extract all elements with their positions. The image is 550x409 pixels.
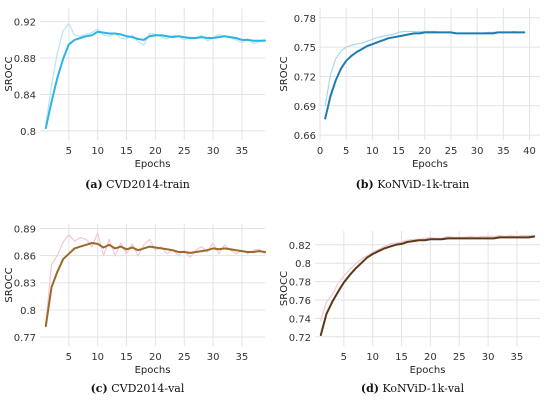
y-tick-label-b: 0.75	[294, 43, 316, 54]
x-tick-label-b: 25	[445, 146, 458, 157]
x-tick-label-a: 35	[236, 146, 249, 157]
x-axis-label-c: Epochs	[135, 365, 171, 376]
y-axis-label-a: SROCC	[4, 56, 15, 91]
x-tick-label-d: 25	[453, 352, 466, 363]
caption-text-a: CVD2014-train	[106, 178, 190, 191]
y-tick-label-b: 0.66	[294, 131, 316, 142]
chart-caption-a: (a) CVD2014-train	[0, 178, 275, 191]
x-tick-label-d: 5	[341, 352, 347, 363]
chart-panel-c: 0.77 0.8 0.83 0.86 0.89 5 10 15 20 25 30 35 Epochs SR…	[0, 206, 275, 409]
y-tick-label-a: 0.8	[20, 127, 36, 138]
y-tick-label-a: 0.92	[14, 18, 36, 29]
y-tick-label-d: 0.72	[289, 333, 311, 344]
x-tick-label-d: 30	[482, 352, 495, 363]
y-axis-label-b: SROCC	[279, 56, 290, 91]
x-tick-label-d: 35	[511, 352, 524, 363]
x-tick-label-c: 30	[207, 352, 220, 363]
y-tick-label-c: 0.8	[20, 306, 36, 317]
y-tick-label-b: 0.78	[294, 14, 316, 25]
chart-svg-b: 0.66 0.69 0.72 0.75 0.78 0 5 10 15 20 25 30 35 40 Epoc…	[279, 8, 540, 170]
x-tick-label-b: 40	[523, 146, 536, 157]
x-tick-label-c: 25	[178, 352, 191, 363]
y-tick-label-a: 0.88	[14, 54, 36, 65]
x-tick-label-b: 0	[317, 146, 323, 157]
x-tick-label-c: 15	[120, 352, 133, 363]
raw-series-line-d	[320, 235, 535, 321]
chart-svg-c: 0.77 0.8 0.83 0.86 0.89 5 10 15 20 25 30 35 Epochs SR…	[4, 224, 266, 376]
x-tick-label-c: 20	[149, 352, 162, 363]
smoothed-series-line-a	[44, 30, 266, 130]
x-tick-label-b: 15	[392, 146, 405, 157]
y-tick-label-b: 0.72	[294, 72, 316, 83]
x-tick-label-a: 30	[207, 146, 220, 157]
caption-text-c: CVD2014-val	[111, 382, 185, 395]
smoothed-series-line-d	[319, 235, 536, 336]
chart-svg-a: 0.8 0.84 0.88 0.92 5 10 15 20 25 30 35 Epochs SROCC	[4, 8, 266, 170]
x-tick-label-d: 20	[424, 352, 437, 363]
panel-tag-d: (d)	[360, 382, 379, 395]
chart-panel-a: 0.8 0.84 0.88 0.92 5 10 15 20 25 30 35 Epochs SROCC …	[0, 0, 275, 204]
chart-svg-d: 0.72 0.74 0.76 0.78 0.8 0.82 5 10 15 20 25 30 35 Epoc…	[279, 231, 540, 376]
chart-panel-b: 0.66 0.69 0.72 0.75 0.78 0 5 10 15 20 25 30 35 40 Epoc…	[275, 0, 550, 204]
x-tick-label-b: 20	[418, 146, 431, 157]
x-tick-label-a: 5	[66, 146, 72, 157]
x-tick-label-a: 10	[91, 146, 104, 157]
y-tick-label-c: 0.89	[14, 225, 36, 236]
x-tick-label-c: 10	[91, 352, 104, 363]
y-tick-label-c: 0.83	[14, 279, 36, 290]
y-tick-label-d: 0.78	[289, 278, 311, 289]
x-tick-label-c: 5	[66, 352, 72, 363]
x-axis-label-b: Epochs	[412, 159, 448, 170]
y-tick-label-d: 0.8	[295, 259, 311, 270]
y-tick-label-a: 0.84	[14, 90, 36, 101]
x-axis-label-a: Epochs	[135, 159, 171, 170]
panel-tag-a: (a)	[85, 178, 103, 191]
chart-caption-b: (b) KoNViD-1k-train	[275, 178, 550, 191]
x-axis-label-d: Epochs	[410, 365, 446, 376]
caption-text-d: KoNViD-1k-val	[382, 382, 465, 395]
y-tick-label-b: 0.69	[294, 102, 316, 113]
x-tick-label-a: 20	[149, 146, 162, 157]
chart-caption-d: (d) KoNViD-1k-val	[275, 382, 550, 395]
chart-caption-c: (c) CVD2014-val	[0, 382, 275, 395]
y-axis-label-c: SROCC	[4, 267, 15, 302]
chart-panel-d: 0.72 0.74 0.76 0.78 0.8 0.82 5 10 15 20 25 30 35 Epoc…	[275, 206, 550, 409]
y-tick-label-d: 0.76	[289, 296, 311, 307]
x-tick-label-a: 25	[178, 146, 191, 157]
smoothed-series-line-c	[44, 242, 266, 328]
x-tick-label-b: 10	[366, 146, 379, 157]
smoothed-series-line-b	[324, 31, 526, 120]
y-tick-label-c: 0.86	[14, 252, 36, 263]
x-tick-label-a: 15	[120, 146, 133, 157]
y-axis-label-d: SROCC	[279, 271, 290, 306]
x-tick-label-d: 15	[395, 352, 408, 363]
x-tick-label-b: 30	[471, 146, 484, 157]
x-tick-label-b: 35	[497, 146, 510, 157]
x-tick-label-d: 10	[366, 352, 379, 363]
y-tick-label-d: 0.82	[289, 241, 311, 252]
y-tick-label-d: 0.74	[289, 314, 311, 325]
panel-tag-c: (c)	[90, 382, 108, 395]
x-tick-label-b: 5	[343, 146, 349, 157]
x-tick-label-c: 35	[236, 352, 249, 363]
panel-tag-b: (b)	[355, 178, 374, 191]
y-tick-label-c: 0.77	[14, 333, 36, 344]
caption-text-b: KoNViD-1k-train	[377, 178, 470, 191]
